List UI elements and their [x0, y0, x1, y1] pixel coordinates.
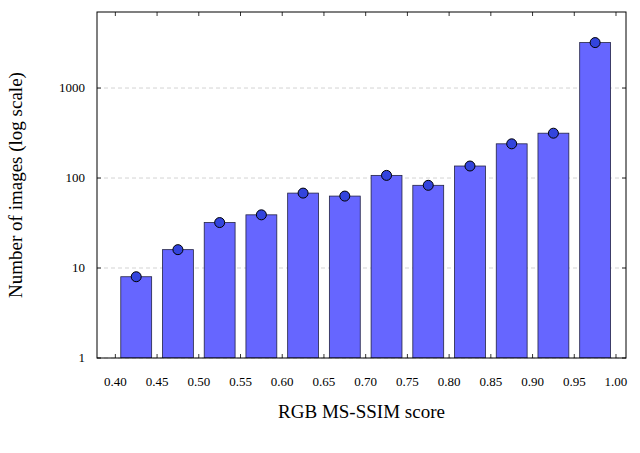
marker: [548, 128, 558, 138]
bar: [496, 144, 527, 358]
x-tick-label: 0.50: [187, 374, 210, 389]
x-tick: [574, 354, 575, 358]
x-tick: [365, 354, 366, 358]
x-tick: [323, 12, 324, 16]
y-tick: [97, 178, 101, 179]
marker: [298, 188, 308, 198]
marker: [215, 218, 225, 228]
x-tick-label: 0.80: [438, 374, 461, 389]
bar: [371, 175, 402, 358]
y-tick-label: 1: [79, 350, 86, 365]
y-tick-label: 10: [72, 260, 85, 275]
x-tick: [240, 354, 241, 358]
bar: [204, 223, 235, 358]
marker: [382, 170, 392, 180]
x-tick-label: 0.60: [271, 374, 294, 389]
x-tick-label: 0.55: [229, 374, 252, 389]
bar: [246, 215, 277, 358]
bar: [329, 196, 360, 358]
marker: [423, 180, 433, 190]
x-tick: [490, 12, 491, 16]
bar: [288, 193, 319, 358]
x-tick: [574, 12, 575, 16]
y-tick: [622, 268, 626, 269]
x-tick-label: 0.90: [521, 374, 544, 389]
x-tick: [449, 12, 450, 16]
bar: [121, 277, 152, 358]
x-tick: [615, 354, 616, 358]
bar: [413, 185, 444, 358]
x-tick: [157, 12, 158, 16]
x-tick-label: 0.65: [313, 374, 336, 389]
x-tick: [282, 354, 283, 358]
x-tick-label: 0.45: [146, 374, 169, 389]
x-tick: [198, 12, 199, 16]
y-tick: [622, 358, 626, 359]
chart: 0.40 0.45 0.50 0.55 0.60 0.65 0.70 0.75 0.80 0.85…: [0, 0, 640, 453]
x-tick: [407, 12, 408, 16]
y-tick-label: 1000: [59, 80, 85, 95]
y-axis-label: Number of images (log scale): [5, 72, 27, 298]
y-tick-label: 100: [66, 170, 86, 185]
x-tick-label: 0.85: [479, 374, 502, 389]
x-tick: [323, 354, 324, 358]
marker: [507, 139, 517, 149]
bar: [162, 250, 193, 358]
x-tick: [365, 12, 366, 16]
x-tick: [449, 354, 450, 358]
plot-area: [121, 38, 611, 358]
marker: [465, 161, 475, 171]
x-tick-label: 0.95: [563, 374, 586, 389]
x-tick: [615, 12, 616, 16]
frame: [97, 12, 626, 358]
bar: [580, 43, 611, 358]
x-tick: [282, 12, 283, 16]
x-tick: [157, 354, 158, 358]
bar: [538, 133, 569, 358]
x-tick: [198, 354, 199, 358]
x-tick-label: 1.00: [605, 374, 628, 389]
x-tick: [532, 354, 533, 358]
x-tick: [407, 354, 408, 358]
y-tick: [97, 358, 101, 359]
y-tick: [97, 88, 101, 89]
x-tick-label: 0.40: [104, 374, 127, 389]
y-tick: [622, 178, 626, 179]
marker: [173, 245, 183, 255]
x-tick: [532, 12, 533, 16]
marker: [340, 191, 350, 201]
x-tick: [240, 12, 241, 16]
marker: [590, 38, 600, 48]
grid-line: [97, 88, 626, 89]
x-tick: [490, 354, 491, 358]
x-tick: [115, 354, 116, 358]
marker: [256, 210, 266, 220]
x-tick-label: 0.70: [354, 374, 377, 389]
y-tick: [97, 268, 101, 269]
y-tick: [622, 88, 626, 89]
x-tick-label: 0.75: [396, 374, 419, 389]
x-tick: [115, 12, 116, 16]
bar: [455, 166, 486, 358]
marker: [131, 272, 141, 282]
x-axis-label: RGB MS-SSIM score: [278, 401, 445, 422]
